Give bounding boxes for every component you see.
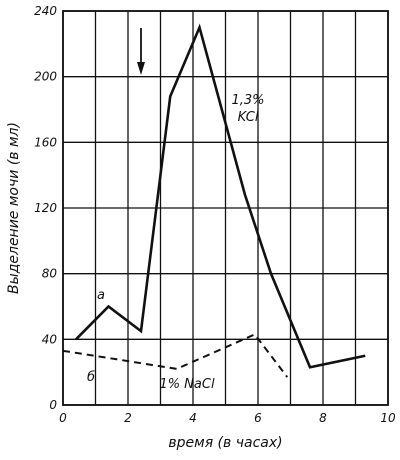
series-letter-a: а [97,288,105,303]
y-axis-title: Выделение мочи (в мл) [6,122,22,294]
grid [62,10,389,406]
y-tick-label: 120 [34,201,57,215]
tick-labels: 0 2 4 6 8 10 0 40 80 120 160 200 240 [34,4,396,425]
y-tick-label: 240 [34,4,57,18]
label-kcl-salt: KCl [238,110,259,125]
plot-frame [62,10,389,406]
annotations: а б 1,3% KCl 1% NaCl [87,28,265,392]
y-tick-label: 40 [42,332,58,346]
y-tick-label: 80 [42,267,58,281]
label-nacl: 1% NaCl [159,377,215,392]
x-tick-label: 10 [380,411,396,425]
x-tick-label: 4 [189,411,197,425]
series-line-kcl [75,23,366,369]
x-tick-label: 6 [254,411,262,425]
x-tick-label: 8 [319,411,327,425]
arrow-head [137,62,145,75]
series-line-nacl [62,333,289,378]
x-tick-label: 2 [124,411,132,425]
label-kcl-concentration: 1,3% [231,93,264,108]
x-axis-title: время (в часах) [168,435,282,451]
y-tick-label: 160 [34,135,57,149]
series-letter-b: б [87,370,95,385]
y-tick-label: 200 [34,70,57,84]
series-lines [62,23,366,378]
y-tick-label: 0 [49,398,57,412]
x-tick-label: 0 [59,411,67,425]
